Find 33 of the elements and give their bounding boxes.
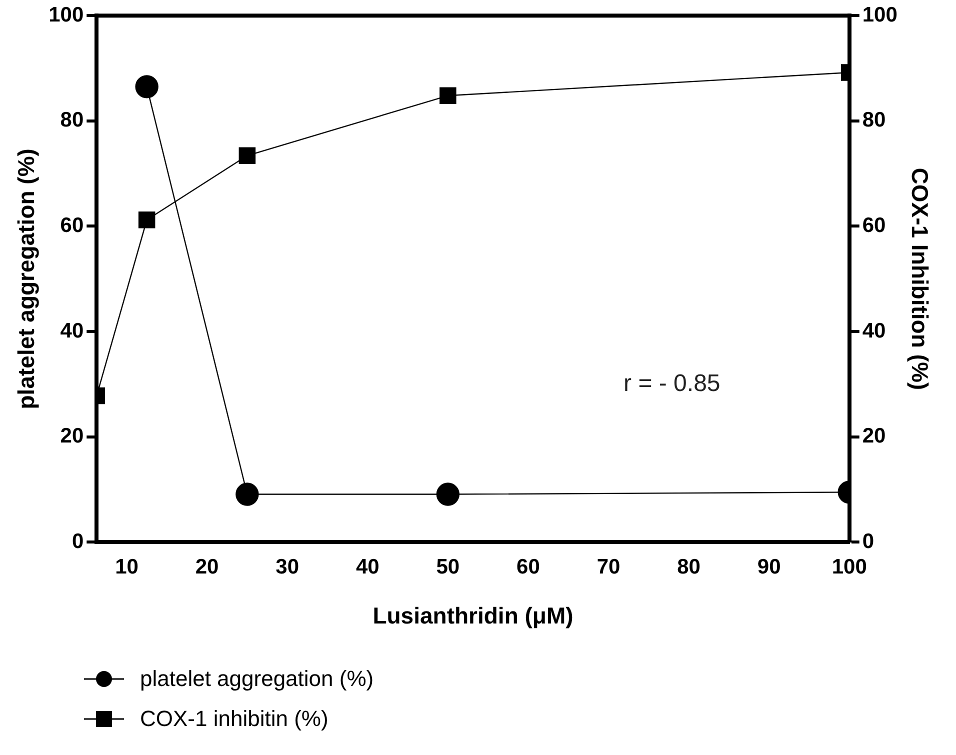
x-tick-label: 80 [677, 556, 700, 579]
y2-axis-title: COX-1 Inhibition (%) [906, 168, 933, 390]
legend-label: COX-1 inhibitin (%) [140, 706, 328, 732]
x-tick-label: 10 [115, 556, 138, 579]
y2-tick-label: 0 [862, 530, 874, 553]
point [138, 212, 156, 228]
x-tick-label: 50 [436, 556, 460, 579]
point [135, 75, 158, 98]
y2-tick-label: 80 [862, 108, 886, 132]
point [440, 87, 456, 104]
point [236, 482, 259, 506]
y-tick-label: 100 [48, 3, 84, 26]
y-tick-label: 60 [60, 214, 84, 238]
y2-tick-label: 40 [862, 319, 886, 342]
point [238, 147, 256, 164]
y-tick-label: 20 [60, 424, 84, 448]
x-tick-label: 70 [596, 556, 620, 579]
y-tick-label: 80 [60, 108, 84, 132]
y2-tick-label: 20 [862, 424, 886, 448]
x-tick-label: 60 [516, 556, 540, 579]
x-tick-label: 90 [757, 556, 781, 579]
y-tick-label: 40 [60, 319, 84, 342]
x-tick-label: 30 [276, 556, 300, 579]
x-tick-label: 100 [832, 556, 867, 579]
annotation: r = - 0.85 [624, 370, 720, 397]
x-tick-label: 20 [195, 556, 219, 579]
y-axis-title: platelet aggregation (%) [13, 148, 40, 410]
legend-label: platelet aggregation (%) [140, 666, 374, 692]
x-axis-title: Lusianthridin (μM) [372, 602, 574, 629]
y2-tick-label: 100 [862, 3, 898, 26]
y2-tick-label: 60 [862, 214, 886, 238]
y-tick-label: 0 [72, 530, 84, 553]
x-tick-label: 40 [356, 556, 380, 579]
